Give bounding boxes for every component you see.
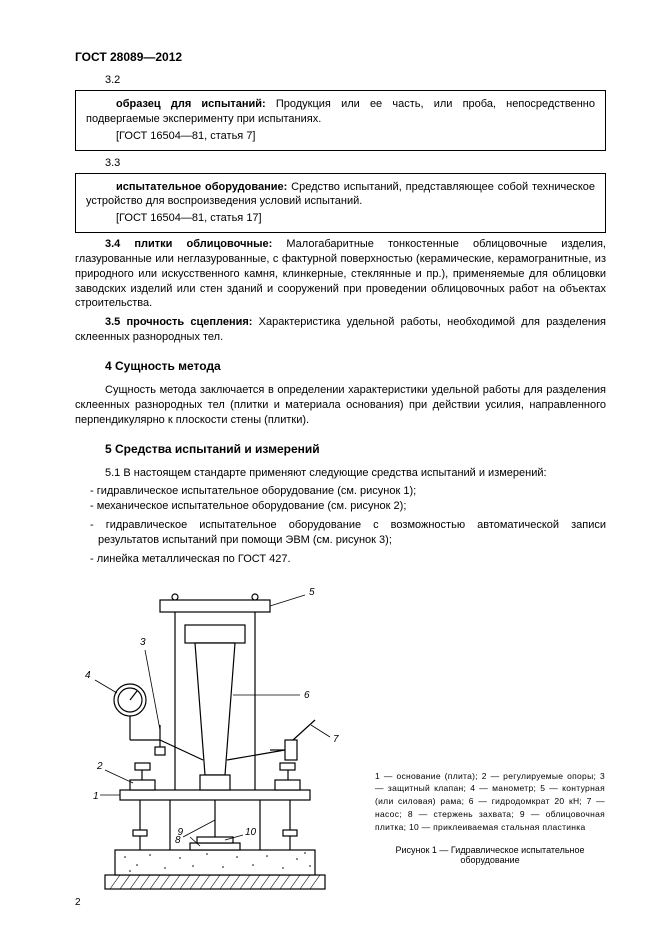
doc-header: ГОСТ 28089—2012 — [75, 50, 606, 64]
fig-label-6: 6 — [304, 690, 310, 701]
list-item-3: - гидравлическое испытательное оборудова… — [90, 518, 606, 548]
def-3-3-term: испытательное оборудование: — [116, 181, 287, 193]
page: ГОСТ 28089—2012 3.2 образец для испытани… — [0, 0, 661, 936]
clause-3-2-num: 3.2 — [105, 74, 606, 86]
list-item-4-text: линейка металлическая по ГОСТ 427. — [97, 553, 291, 565]
section-4-title: 4 Сущность метода — [105, 359, 606, 373]
fig-label-1: 1 — [93, 791, 99, 802]
list-item-2-text: механическое испытательное оборудование … — [97, 500, 407, 512]
section-4-body: Сущность метода заключается в определени… — [75, 383, 606, 428]
fig-label-3: 3 — [140, 637, 146, 648]
fig-label-4: 4 — [85, 670, 91, 681]
para-3-4-term: 3.4 плитки облицовочные: — [105, 238, 272, 250]
figure-1-legend: 1 — основание (плита); 2 — регулируемые … — [375, 770, 605, 834]
def-3-3-ref: [ГОСТ 16504—81, статья 17] — [86, 211, 595, 226]
page-number: 2 — [75, 897, 81, 908]
para-5-1: 5.1 В настоящем стандарте применяют след… — [75, 466, 606, 481]
def-3-2-text: образец для испытаний: Продукция или ее … — [86, 97, 595, 127]
list-item-1: гидравлическое испытательное оборудовани… — [90, 484, 606, 499]
fig-label-5: 5 — [309, 587, 315, 598]
list-item-4: линейка металлическая по ГОСТ 427. — [90, 552, 606, 567]
definition-box-3-2: образец для испытаний: Продукция или ее … — [75, 90, 606, 151]
clause-3-3-num: 3.3 — [105, 157, 606, 169]
figure-1: 1 2 3 4 5 6 7 8 9 10 1 — основание (плит… — [75, 575, 606, 895]
section-5-title: 5 Средства испытаний и измерений — [105, 442, 606, 456]
definition-box-3-3: испытательное оборудование: Средство исп… — [75, 173, 606, 234]
list-item-2: механическое испытательное оборудование … — [90, 499, 606, 514]
def-3-2-term: образец для испытаний: — [116, 98, 266, 110]
fig-label-7: 7 — [333, 734, 339, 745]
def-3-3-text: испытательное оборудование: Средство исп… — [86, 180, 595, 210]
fig-label-2: 2 — [96, 761, 103, 772]
list-item-3-text: гидравлическое испытательное оборудовани… — [98, 519, 606, 546]
figure-1-svg: 1 2 3 4 5 6 7 8 9 10 — [75, 575, 375, 895]
list-item-1-text: гидравлическое испытательное оборудовани… — [97, 485, 416, 497]
def-3-2-ref: [ГОСТ 16504—81, статья 7] — [86, 129, 595, 144]
para-3-5: 3.5 прочность сцепления: Характеристика … — [75, 315, 606, 345]
fig-label-10: 10 — [245, 827, 257, 838]
fig-label-9: 9 — [177, 827, 183, 838]
para-3-5-term: 3.5 прочность сцепления: — [105, 316, 252, 328]
para-3-4: 3.4 плитки облицовочные: Малогабаритные … — [75, 237, 606, 311]
figure-1-caption: Рисунок 1 — Гидравлическое испытательное… — [375, 845, 605, 865]
